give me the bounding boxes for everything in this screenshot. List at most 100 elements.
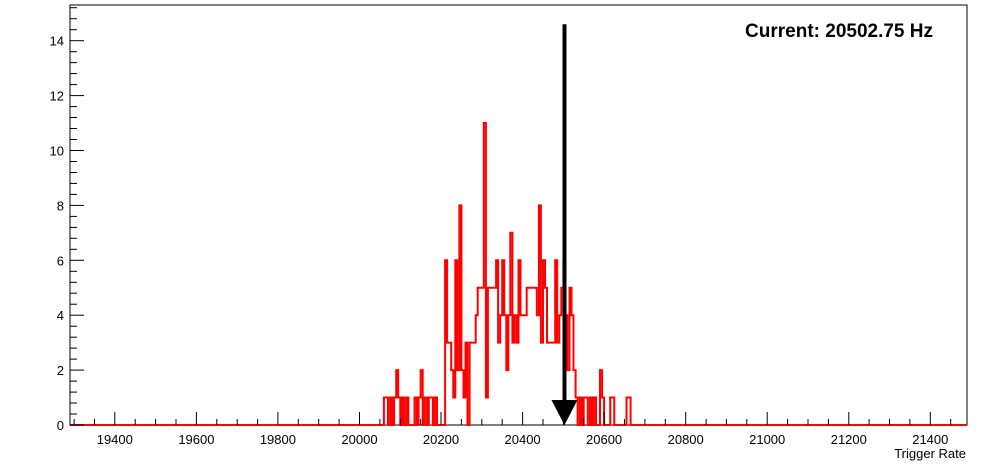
histogram-bin (529, 288, 531, 425)
x-axis-title: Trigger Rate (894, 446, 966, 461)
histogram-bin (429, 398, 431, 426)
x-tick-label: 21000 (749, 432, 785, 447)
y-tick-label: 10 (50, 144, 64, 159)
histogram-bin (431, 398, 433, 426)
histogram-bin (447, 343, 449, 425)
marker-arrowhead (551, 400, 578, 425)
histogram-bin (421, 370, 423, 425)
histogram-bin (496, 260, 498, 425)
current-rate-marker (551, 24, 578, 425)
histogram-bin (537, 315, 539, 425)
histogram-bin (464, 398, 466, 426)
histogram-bin (425, 398, 427, 426)
histogram-bin (406, 398, 408, 426)
histogram-bin (494, 288, 496, 425)
y-tick-label: 6 (57, 253, 64, 268)
x-tick-label: 19600 (178, 432, 214, 447)
histogram-bin (482, 288, 484, 425)
histogram-bin (451, 370, 453, 425)
histogram-bin (517, 343, 519, 425)
y-tick-label: 8 (57, 198, 64, 213)
histogram-bin (512, 343, 514, 425)
x-tick-label: 19400 (97, 432, 133, 447)
histogram-bin (435, 398, 437, 426)
y-tick-label: 12 (50, 89, 64, 104)
histogram-bin (384, 398, 386, 426)
histogram-bin (553, 343, 555, 425)
histogram-bin (396, 370, 398, 425)
histogram-bin (470, 343, 472, 425)
histogram-bin (514, 315, 516, 425)
y-axis: 0 2 4 6 8 10 12 14 (50, 7, 84, 433)
y-tick-label: 14 (50, 34, 64, 49)
histogram-bin (590, 398, 592, 426)
x-tick-label: 19800 (260, 432, 296, 447)
histogram-bin (527, 288, 529, 425)
histogram-bin (506, 370, 508, 425)
histogram-bin (574, 370, 576, 425)
x-tick-label: 20400 (505, 432, 541, 447)
histogram-bin (545, 288, 547, 425)
histogram-bin (543, 260, 545, 425)
x-tick-label: 21400 (912, 432, 948, 447)
histogram-bin (541, 343, 543, 425)
y-tick-label: 4 (57, 308, 64, 323)
histogram-bin (390, 398, 392, 426)
histogram-bin (461, 370, 463, 425)
histogram-bin (500, 315, 502, 425)
histogram-bin (580, 398, 582, 426)
histogram-bin (535, 288, 537, 425)
histogram-bin (523, 315, 525, 425)
histogram-bin (521, 315, 523, 425)
histogram-bin (415, 398, 417, 426)
histogram-layer (70, 122, 967, 426)
y-tick-label: 2 (57, 363, 64, 378)
histogram-bin (498, 343, 500, 425)
plot-frame (69, 4, 968, 426)
x-axis: 19400 19600 19800 20000 20200 20400 20600 20800… (73, 412, 952, 447)
histogram-series-0 (70, 122, 967, 426)
histogram-bin (402, 398, 404, 426)
histogram-bin (627, 398, 629, 426)
histogram-bin (586, 398, 588, 426)
histogram-bin (539, 205, 541, 425)
histogram-bin (453, 398, 455, 426)
histogram-bin (533, 288, 535, 425)
histogram-bin (394, 398, 396, 426)
histogram-bin (488, 288, 490, 425)
x-tick-label: 20600 (586, 432, 622, 447)
histogram-bin (504, 315, 506, 425)
histogram-bin (610, 398, 612, 426)
histogram-bin (549, 343, 551, 425)
histogram-bin (445, 260, 447, 425)
histogram-bin (474, 343, 476, 425)
x-tick-label: 20000 (341, 432, 377, 447)
histogram-bin (531, 288, 533, 425)
histogram-bin (480, 288, 482, 425)
histogram-bin (455, 260, 457, 425)
histogram-bin (629, 398, 631, 426)
histogram-bin (478, 288, 480, 425)
histogram-bin (449, 343, 451, 425)
histogram-bin (484, 123, 486, 425)
histogram-bin (386, 398, 388, 426)
x-tick-label: 20200 (423, 432, 459, 447)
histogram-bin (486, 398, 488, 426)
histogram-bin (508, 315, 510, 425)
histogram-bin (492, 288, 494, 425)
histogram-bin (612, 398, 614, 426)
histogram-bin (476, 315, 478, 425)
x-tick-label: 20800 (668, 432, 704, 447)
y-tick-label: 0 (57, 418, 64, 433)
histogram-bin (502, 260, 504, 425)
histogram-bin (459, 205, 461, 425)
histogram-bin (490, 288, 492, 425)
histogram-bin (519, 260, 521, 425)
histogram-bin (472, 343, 474, 425)
histogram-bin (457, 370, 459, 425)
histogram-bin (594, 398, 596, 426)
histogram-bin (466, 343, 468, 425)
histogram-bin (547, 343, 549, 425)
histogram-bin (600, 370, 602, 425)
